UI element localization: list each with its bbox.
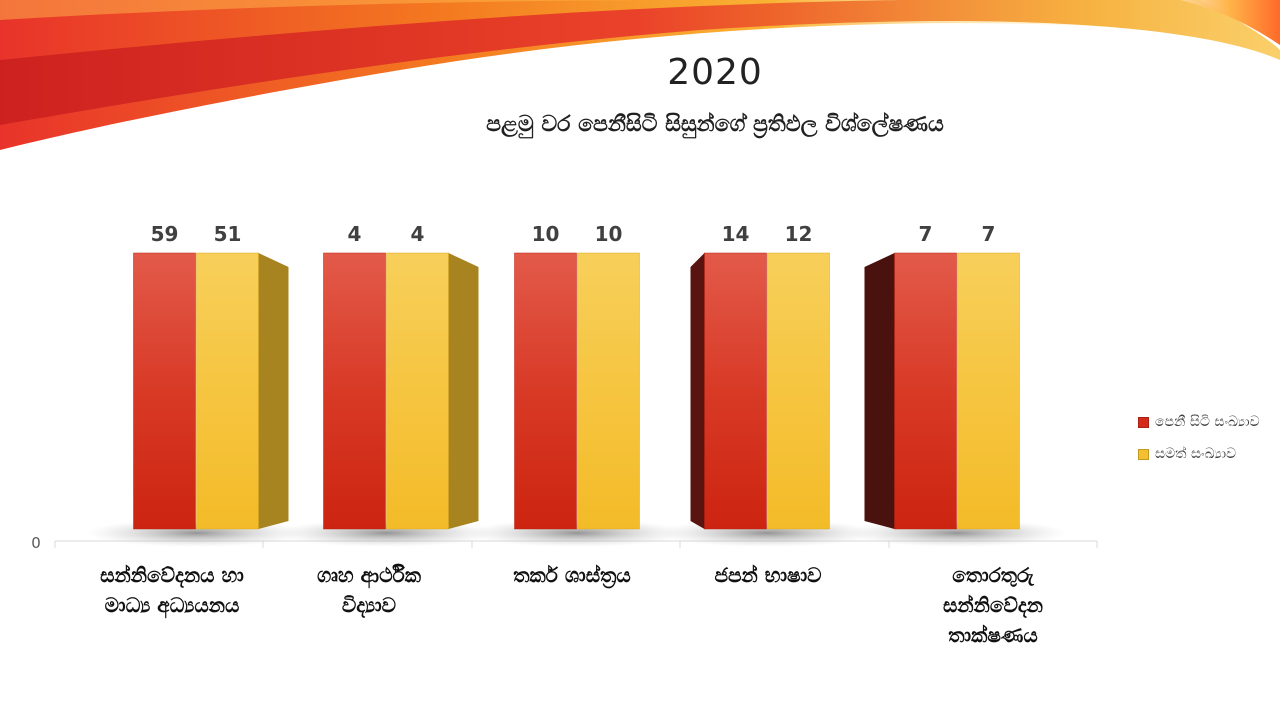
- category-label: තොරතුරු: [952, 563, 1035, 588]
- bar-appeared: [514, 252, 577, 530]
- bar-passed: [386, 252, 449, 530]
- category-label: මාධ්‍ය අධ්‍යයනය: [105, 593, 240, 619]
- legend-label-passed: සමත් සංඛ්‍යාව: [1155, 446, 1237, 462]
- data-label-appeared: 10: [532, 222, 560, 246]
- data-label-passed: 12: [785, 222, 813, 246]
- bar-side-face: [258, 253, 289, 529]
- legend-swatch-red: [1138, 416, 1149, 428]
- bar-appeared: [133, 252, 196, 530]
- legend-item-appeared: පෙනී සිටි සංඛ්‍යාව: [1138, 412, 1260, 432]
- bar-appeared: [704, 252, 767, 530]
- bar-passed: [196, 252, 259, 530]
- category-label: සන්නිවේදන: [943, 593, 1043, 618]
- decorative-swoosh: [0, 0, 1280, 150]
- bar-side-face: [864, 253, 895, 529]
- bar-shadow: [657, 519, 877, 547]
- legend-item-passed: සමත් සංඛ්‍යාව: [1138, 444, 1260, 464]
- data-label-appeared: 7: [919, 222, 933, 246]
- category-label: ජපන් භාෂාව: [714, 563, 821, 587]
- y-axis-zero-label: 0: [31, 534, 41, 552]
- category-label: තර්ක ශාස්ත්‍රය: [513, 563, 630, 590]
- bar-passed: [577, 252, 640, 530]
- data-label-passed: 7: [982, 222, 996, 246]
- bar-passed: [957, 252, 1020, 530]
- category-label: සන්නිවේදනය හා: [100, 563, 244, 588]
- data-label-appeared: 14: [722, 222, 750, 246]
- legend-swatch-gold: [1138, 448, 1149, 460]
- data-label-appeared: 59: [151, 222, 179, 246]
- bar-passed: [767, 252, 830, 530]
- data-label-passed: 10: [595, 222, 623, 246]
- bar-appeared: [894, 252, 957, 530]
- legend-label-appeared: පෙනී සිටි සංඛ්‍යාව: [1155, 414, 1260, 430]
- data-label-passed: 4: [411, 222, 425, 246]
- slide-subtitle: පළමු වර පෙනීසිටි සිසුන්ගේ ප්‍රතිඵල විශ්ල…: [486, 112, 944, 137]
- bar-side-face: [448, 253, 479, 529]
- category-label: විද්‍යාව: [342, 593, 396, 618]
- bar-shadow: [467, 519, 687, 547]
- chart-legend: පෙනී සිටි සංඛ්‍යාව සමත් සංඛ්‍යාව: [1138, 412, 1260, 476]
- data-label-passed: 51: [214, 222, 242, 246]
- data-label-appeared: 4: [348, 222, 362, 246]
- slide-title: 2020: [667, 52, 763, 93]
- category-label: ගෘහ ආර්ථික: [317, 563, 422, 589]
- bar-side-face: [690, 253, 705, 529]
- category-label: තාක්ෂණය: [948, 623, 1037, 647]
- bar-appeared: [323, 252, 386, 530]
